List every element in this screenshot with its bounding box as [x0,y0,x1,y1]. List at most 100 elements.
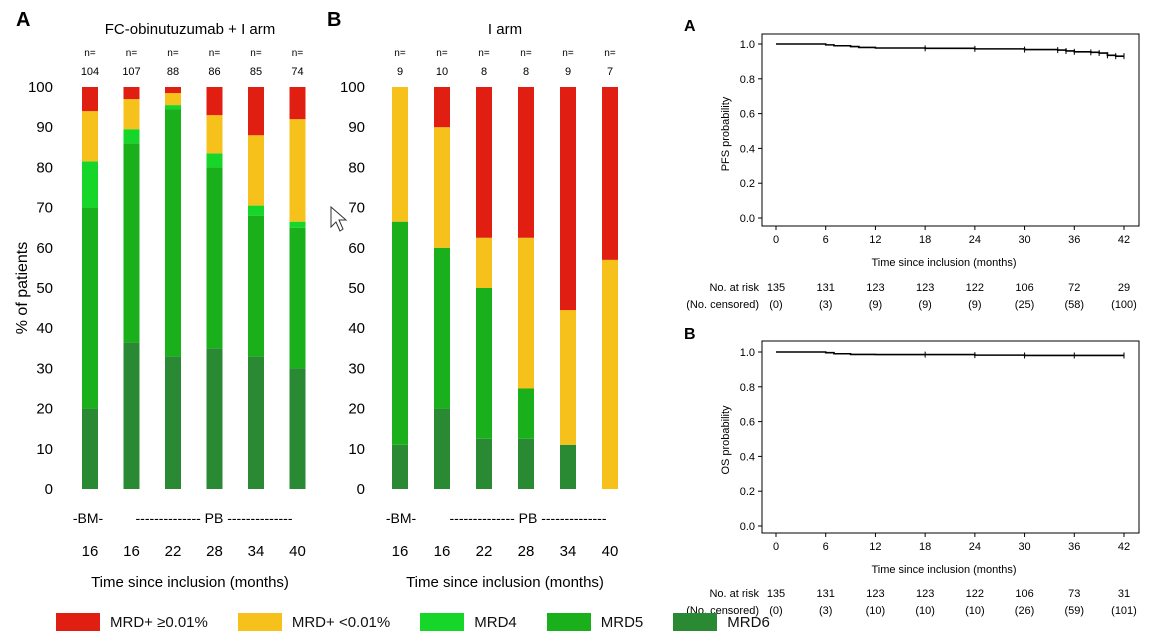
plot-frame [761,340,1140,534]
n-count-label: 10 [436,66,448,78]
y-tick-label: 0.4 [740,143,755,155]
y-tick-label: 0.6 [740,109,755,121]
x-tick-label: 6 [823,234,829,246]
bar-panel-a-ylabel: % of patients [14,242,31,335]
legend-item-mrd4: MRD4 [420,613,517,631]
legend-label: MRD4 [474,613,517,631]
n-prefix-label: n= [394,48,406,59]
x-tick-label: 24 [969,234,981,246]
legend-swatch [420,613,465,631]
at-risk-count: 73 [1068,588,1080,600]
y-tick-label: 1.0 [740,347,755,359]
x-tick-label: 28 [518,543,535,560]
km-panel-b-xlabel: Time since inclusion (months) [871,564,1016,576]
bar-segment [434,247,450,409]
n-count-label: 104 [81,66,99,78]
y-tick-label: 10 [36,441,53,458]
at-risk-count: 131 [817,588,835,600]
n-prefix-label: n= [478,48,490,59]
y-tick-label: 40 [348,320,365,337]
bar-panel-b-plot: 0 10 20 30 40 50 60 70 80 90 100 n= 9 16 n= 10 16 n= 8 22 n=… [340,48,618,560]
bar-panel-a-pb-label: -------------- PB -------------- [136,510,293,526]
x-tick-label: 0 [773,541,779,553]
bar-panel-a-xlabel: Time since inclusion (months) [91,574,289,591]
at-risk-count: 135 [767,282,785,294]
bar-segment [206,167,223,349]
censored-count: (10) [915,605,935,617]
survival-curve [776,43,1124,57]
x-tick-label: 30 [1018,541,1030,553]
km-panel-a-xlabel: Time since inclusion (months) [871,257,1016,269]
y-tick-label: 50 [36,280,53,297]
bar-segment [476,237,492,288]
bar-segment [602,87,618,260]
n-prefix-label: n= [562,48,574,59]
x-tick-label: 40 [602,543,619,560]
x-tick-label: 22 [165,543,182,560]
bar-segment [476,288,492,439]
y-tick-label: 0.6 [740,417,755,429]
km-panel-b-plot: 0.0 0.2 0.4 0.6 0.8 1.0 0 135 (0) 6 131 (3) 12 123 (10… [740,340,1140,617]
legend-label: MRD+ ≥0.01% [110,613,208,631]
n-prefix-label: n= [167,48,179,59]
y-tick-label: 60 [348,240,365,257]
km-panel-b-risk-label: No. at risk [709,588,759,600]
y-tick-label: 90 [348,119,365,136]
x-tick-label: 18 [919,234,931,246]
bar-segment [289,87,306,120]
bar-segment [560,444,576,489]
n-prefix-label: n= [209,48,221,59]
bar-segment [476,87,492,238]
n-count-label: 85 [250,66,262,78]
x-tick-label: 22 [476,543,493,560]
bar-segment [82,111,98,162]
y-tick-label: 100 [340,79,365,96]
censored-count: (9) [968,299,981,311]
bar-segment [206,87,223,116]
bar-panel-b-title: I arm [488,21,522,38]
n-prefix-label: n= [84,48,96,59]
n-count-label: 8 [481,66,487,78]
x-tick-label: 42 [1118,541,1130,553]
censored-count: (9) [869,299,882,311]
bar-segment [206,348,223,489]
bar-panel-a-title: FC-obinutuzumab + I arm [105,21,276,38]
bar-segment [289,368,306,489]
censored-count: (58) [1065,299,1085,311]
legend-item-mrd-pos-low: MRD+ <0.01% [237,613,390,631]
legend-swatch [673,613,718,631]
at-risk-count: 31 [1118,588,1130,600]
bar-panel-b-pb-label: -------------- PB -------------- [450,510,607,526]
y-tick-label: 70 [36,200,53,217]
n-count-label: 9 [565,66,571,78]
x-tick-label: 36 [1068,541,1080,553]
bar-segment [82,87,98,112]
bar-panel-a-letter: A [16,9,30,31]
y-tick-label: 50 [348,280,365,297]
y-tick-label: 0.2 [740,178,755,190]
at-risk-count: 131 [817,282,835,294]
legend-swatch [56,613,100,631]
y-tick-label: 1.0 [740,39,755,51]
censored-count: (10) [965,605,985,617]
x-tick-label: 16 [123,543,140,560]
at-risk-count: 106 [1015,282,1033,294]
bar-segment [248,135,264,206]
x-tick-label: 34 [248,543,265,560]
censored-count: (100) [1111,299,1137,311]
plot-frame [761,33,1140,227]
x-tick-label: 30 [1018,234,1030,246]
bar-segment [602,259,618,489]
x-tick-label: 12 [869,234,881,246]
bar-segment [165,356,181,489]
at-risk-count: 29 [1118,282,1130,294]
bar-segment [82,161,98,208]
y-tick-label: 0.2 [740,486,755,498]
bar-segment [560,87,576,311]
n-count-label: 107 [122,66,140,78]
bar-segment [123,87,140,100]
bar-segment [165,105,181,110]
n-prefix-label: n= [126,48,138,59]
n-count-label: 74 [291,66,303,78]
